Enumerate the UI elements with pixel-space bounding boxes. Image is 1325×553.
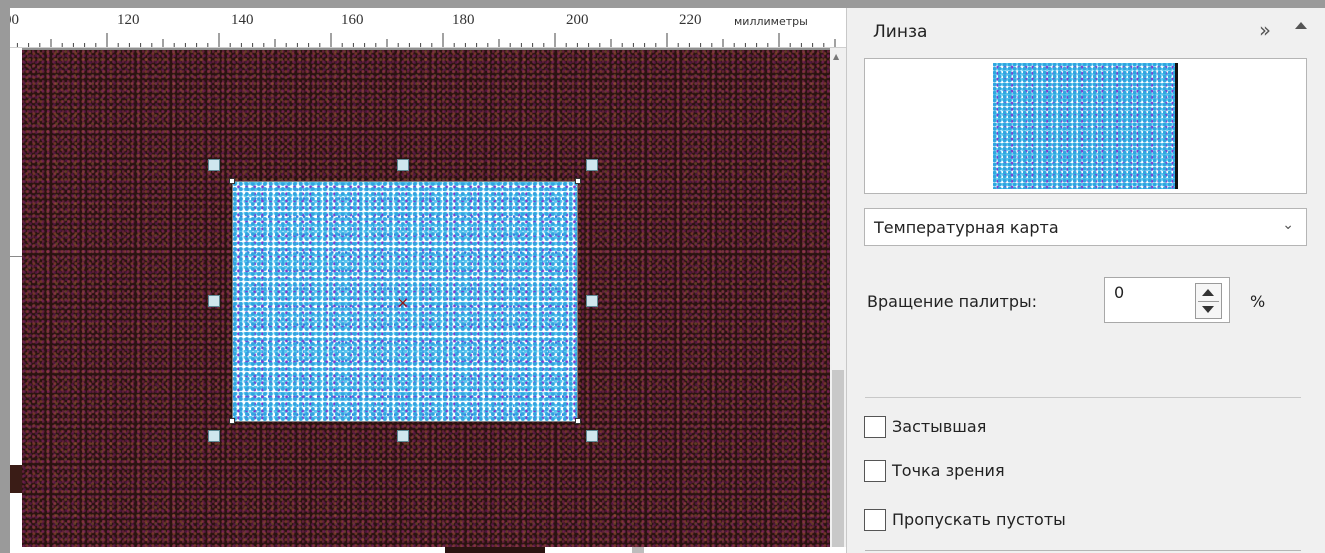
lens-type-dropdown[interactable]: Температурная карта ⌄ xyxy=(864,208,1307,246)
viewpoint-checkbox[interactable] xyxy=(864,460,886,482)
rotation-label: Вращение палитры: xyxy=(867,292,1038,311)
window-frame-left xyxy=(0,0,10,553)
frozen-checkbox[interactable] xyxy=(864,416,886,438)
rotation-spinner[interactable] xyxy=(1195,283,1222,319)
spinner-divider xyxy=(1198,301,1219,302)
triangle-up-icon[interactable] xyxy=(1295,22,1307,29)
remove-face-label: Пропускать пустоты xyxy=(892,510,1066,529)
chevron-down-icon[interactable]: ⌄ xyxy=(1282,217,1294,233)
double-chevron-right-icon[interactable]: ›› xyxy=(1259,18,1271,42)
selection-handle-top[interactable] xyxy=(397,159,409,171)
scrollbar-thumb[interactable] xyxy=(632,547,644,553)
ruler-label: 00 xyxy=(10,12,19,28)
ruler-ticks xyxy=(16,33,836,47)
lens-docker: Линза ›› Температурная карта ⌄ Вращение … xyxy=(846,8,1325,553)
ruler-label: 180 xyxy=(452,12,475,28)
spin-down-icon[interactable] xyxy=(1202,306,1214,313)
horizontal-scrollbar[interactable] xyxy=(10,547,846,553)
ruler-label: 200 xyxy=(566,12,589,28)
lens-type-value: Температурная карта xyxy=(874,218,1059,237)
rotation-value: 0 xyxy=(1114,283,1125,302)
lens-preview xyxy=(864,58,1307,194)
preview-image xyxy=(993,63,1178,189)
scrollbar-thumb[interactable] xyxy=(832,370,844,547)
corner-node[interactable] xyxy=(575,178,581,184)
selection-handle-bottom-left[interactable] xyxy=(208,430,220,442)
selection-handle-right[interactable] xyxy=(586,295,598,307)
selection-handle-top-right[interactable] xyxy=(586,159,598,171)
docker-title: Линза xyxy=(873,22,928,42)
ruler-unit-label: миллиметры xyxy=(734,15,808,28)
viewpoint-label: Точка зрения xyxy=(892,461,1005,480)
window-frame-top xyxy=(0,0,1325,8)
vertical-scrollbar[interactable]: ▲ xyxy=(830,48,846,547)
vertical-ruler[interactable] xyxy=(10,48,22,553)
remove-face-checkbox[interactable] xyxy=(864,509,886,531)
ruler-label: 120 xyxy=(117,12,140,28)
lens-rectangle[interactable] xyxy=(232,181,578,422)
scroll-up-icon[interactable]: ▲ xyxy=(833,52,840,61)
selection-handle-bottom-right[interactable] xyxy=(586,430,598,442)
canvas-edge xyxy=(445,547,545,553)
section-divider xyxy=(865,397,1301,398)
panel-bottom-border xyxy=(865,550,1301,551)
ruler-label: 140 xyxy=(231,12,254,28)
center-x-icon[interactable]: ✕ xyxy=(397,296,409,312)
corner-node[interactable] xyxy=(575,418,581,424)
canvas-edge xyxy=(10,465,22,493)
ruler-label: 160 xyxy=(341,12,364,28)
selection-handle-bottom[interactable] xyxy=(397,430,409,442)
vertical-ruler-tick xyxy=(10,256,22,257)
selection-handle-top-left[interactable] xyxy=(208,159,220,171)
corner-node[interactable] xyxy=(229,178,235,184)
rotation-unit: % xyxy=(1250,292,1266,311)
ruler-label: 220 xyxy=(679,12,702,28)
horizontal-ruler[interactable]: 00 120 140 160 180 200 220 миллиметры xyxy=(10,8,846,48)
frozen-label: Застывшая xyxy=(892,417,987,436)
spin-up-icon[interactable] xyxy=(1202,289,1214,296)
corner-node[interactable] xyxy=(229,418,235,424)
selection-handle-left[interactable] xyxy=(208,295,220,307)
